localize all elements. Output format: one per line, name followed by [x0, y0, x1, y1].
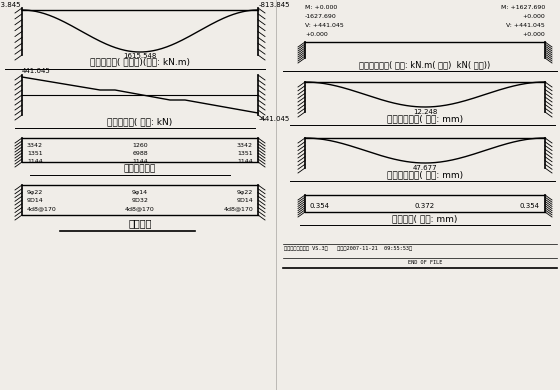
Text: 441.045: 441.045: [22, 68, 51, 74]
Text: 3342: 3342: [27, 143, 43, 148]
Text: V: +441.045: V: +441.045: [305, 23, 344, 28]
Text: -813.845: -813.845: [0, 2, 21, 8]
Text: 剪力包络图( 单位: kN): 剪力包络图( 单位: kN): [108, 117, 172, 126]
Text: 0.354: 0.354: [310, 203, 330, 209]
Text: 1615.548: 1615.548: [123, 53, 157, 59]
Text: 6988: 6988: [132, 151, 148, 156]
Text: 0.354: 0.354: [520, 203, 540, 209]
Text: 弯矩包络图( 调幅后)(单位: kN.m): 弯矩包络图( 调幅后)(单位: kN.m): [90, 57, 190, 66]
Text: -1627.690: -1627.690: [305, 14, 337, 19]
Text: 0.372: 0.372: [415, 203, 435, 209]
Text: 【框架结构工具箱 VS.3版   日期：2007-11-21  09:55:53】: 【框架结构工具箱 VS.3版 日期：2007-11-21 09:55:53】: [284, 246, 412, 251]
Text: 4d8@170: 4d8@170: [27, 206, 57, 211]
Text: +0.000: +0.000: [522, 14, 545, 19]
Text: M: +1627.690: M: +1627.690: [501, 5, 545, 10]
Text: 计算配筋简图: 计算配筋简图: [124, 164, 156, 173]
Text: 1260: 1260: [132, 143, 148, 148]
Text: 支座反力简图( 单位: kN.m( 弯矩)  kN( 剪力)): 支座反力简图( 单位: kN.m( 弯矩) kN( 剪力)): [360, 60, 491, 69]
Text: 4d8@170: 4d8@170: [125, 206, 155, 211]
Text: 47.677: 47.677: [413, 165, 437, 171]
Text: 9D32: 9D32: [132, 198, 148, 203]
Text: END OF FILE: END OF FILE: [408, 260, 442, 265]
Text: 1144: 1144: [237, 159, 253, 164]
Text: 塑性挠度简图( 单位: mm): 塑性挠度简图( 单位: mm): [387, 170, 463, 179]
Text: +0.000: +0.000: [305, 32, 328, 37]
Text: 12.248: 12.248: [413, 109, 437, 115]
Text: 1144: 1144: [27, 159, 43, 164]
Text: 1351: 1351: [27, 151, 43, 156]
Text: -813.845: -813.845: [259, 2, 291, 8]
Text: 选筋简图: 选筋简图: [128, 218, 152, 228]
Text: 3342: 3342: [237, 143, 253, 148]
Text: +0.000: +0.000: [522, 32, 545, 37]
Text: 裂缝简图( 单位: mm): 裂缝简图( 单位: mm): [393, 214, 458, 223]
Text: 9φ14: 9φ14: [132, 190, 148, 195]
Text: 9φ22: 9φ22: [27, 190, 43, 195]
Text: M: +0.000: M: +0.000: [305, 5, 337, 10]
Text: 1351: 1351: [237, 151, 253, 156]
Text: 弹性位移简图( 单位: mm): 弹性位移简图( 单位: mm): [387, 114, 463, 123]
Text: 9D14: 9D14: [236, 198, 253, 203]
Text: 4d8@170: 4d8@170: [223, 206, 253, 211]
Text: 9φ22: 9φ22: [237, 190, 253, 195]
Text: 9D14: 9D14: [27, 198, 44, 203]
Text: 1144: 1144: [132, 159, 148, 164]
Text: -441.045: -441.045: [259, 116, 290, 122]
Text: V: +441.045: V: +441.045: [506, 23, 545, 28]
